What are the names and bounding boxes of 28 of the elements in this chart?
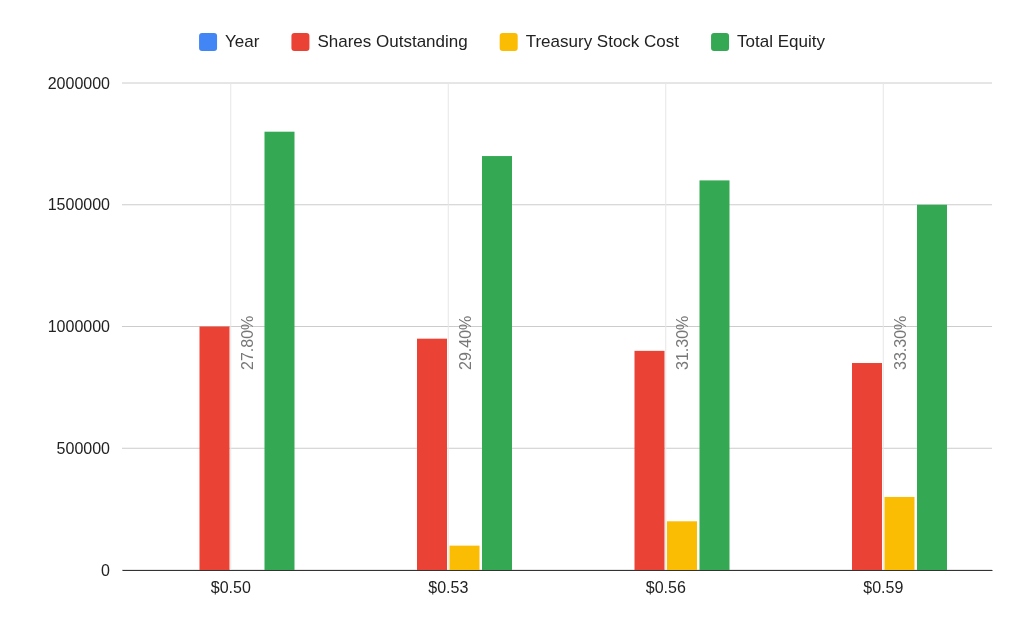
bar bbox=[417, 338, 447, 570]
legend-label: Total Equity bbox=[737, 32, 826, 51]
bar bbox=[199, 326, 230, 570]
y-tick-label: 0 bbox=[101, 561, 111, 579]
bar bbox=[634, 350, 665, 570]
bar bbox=[667, 521, 697, 570]
legend-label: Year bbox=[225, 32, 260, 51]
annotation: 33.30% bbox=[891, 315, 909, 370]
y-tick-label: 2000000 bbox=[47, 74, 111, 92]
bar bbox=[917, 204, 947, 570]
legend-label: Treasury Stock Cost bbox=[525, 32, 680, 51]
legend-label: Shares Outstanding bbox=[317, 32, 468, 51]
annotation: 27.80% bbox=[239, 315, 256, 370]
bar bbox=[884, 496, 915, 570]
bar bbox=[264, 131, 295, 570]
bar bbox=[699, 180, 730, 570]
x-tick-label: $0.59 bbox=[863, 579, 904, 597]
annotation: 31.30% bbox=[674, 315, 691, 370]
y-tick-label: 1500000 bbox=[47, 196, 111, 214]
bar bbox=[449, 545, 480, 570]
bar bbox=[482, 156, 512, 570]
x-tick-label: $0.50 bbox=[210, 579, 251, 597]
annotation: 29.40% bbox=[456, 315, 474, 370]
x-tick-label: $0.56 bbox=[645, 579, 686, 597]
y-tick-label: 500000 bbox=[56, 439, 111, 457]
bar bbox=[852, 363, 882, 570]
x-tick-label: $0.53 bbox=[428, 579, 469, 597]
y-tick-label: 1000000 bbox=[47, 318, 111, 336]
